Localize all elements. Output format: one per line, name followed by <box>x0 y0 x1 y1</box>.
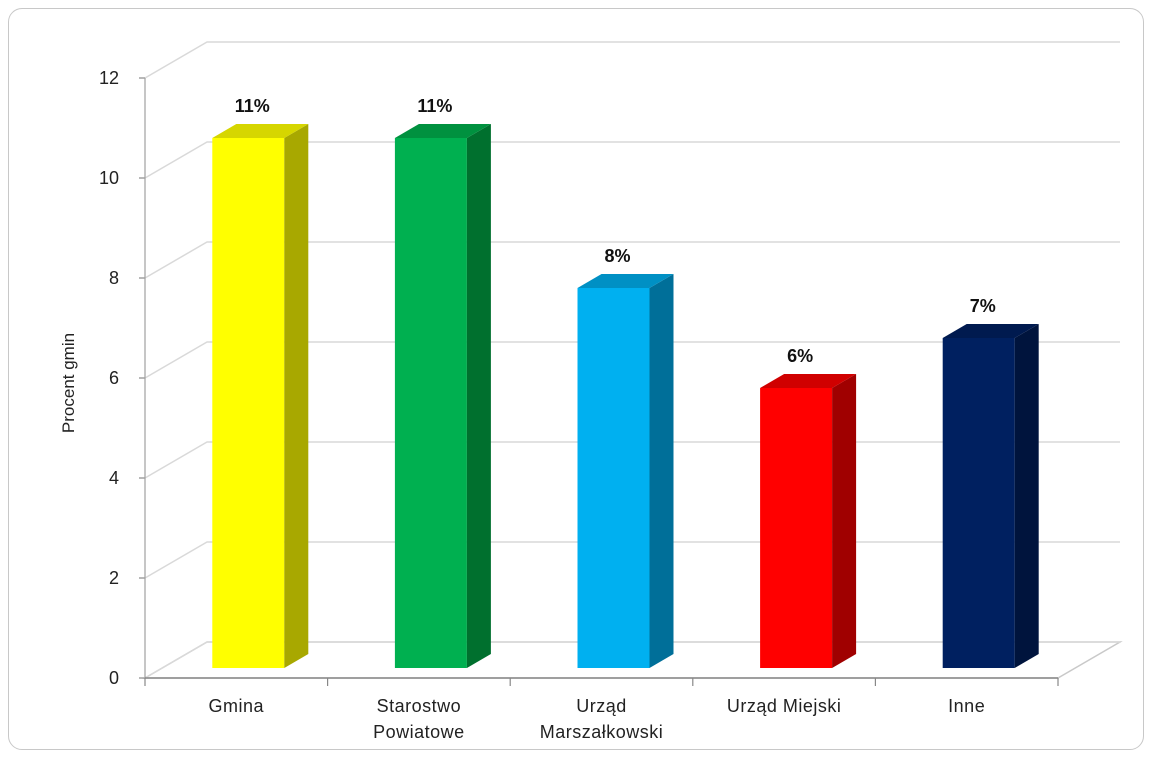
bar-side <box>832 374 857 668</box>
bar-front <box>760 388 833 668</box>
data-label: 11% <box>235 96 270 116</box>
labels: 0 2 4 6 8 10 12 11% Gmina 11% Starostwo Powiatowe 8%… <box>99 68 996 742</box>
category-label: Urząd Miejski <box>727 696 842 716</box>
data-label: 11% <box>417 96 452 116</box>
bar-top <box>212 124 309 138</box>
category-label: Marszałkowski <box>540 722 664 742</box>
data-label: 7% <box>970 296 996 316</box>
category-label: Gmina <box>209 696 265 716</box>
gridline <box>144 241 1120 279</box>
data-label: 8% <box>604 246 630 266</box>
bar-side <box>466 124 491 668</box>
bars <box>212 124 1039 668</box>
bar-side <box>649 274 674 668</box>
y-tick-label: 0 <box>109 668 119 688</box>
y-tick-label: 10 <box>99 168 119 188</box>
bar-front <box>942 338 1015 668</box>
axes <box>139 77 1059 686</box>
bar-front <box>212 138 285 668</box>
bar <box>577 274 674 668</box>
category-label: Powiatowe <box>373 722 465 742</box>
category-label: Inne <box>948 696 985 716</box>
bar-side <box>284 124 309 668</box>
bar-top <box>760 374 857 388</box>
bar <box>212 124 309 668</box>
bar-side <box>1014 324 1039 668</box>
category-label: Starostwo <box>377 696 462 716</box>
y-tick-label: 12 <box>99 68 119 88</box>
gridline <box>144 41 1120 79</box>
y-axis-title: Procent gmin <box>59 333 78 433</box>
y-tick-label: 8 <box>109 268 119 288</box>
bar-front <box>394 138 467 668</box>
y-tick-label: 6 <box>109 368 119 388</box>
gridline <box>144 341 1120 379</box>
data-label: 6% <box>787 346 813 366</box>
bar-top <box>942 324 1039 338</box>
bar <box>760 374 857 668</box>
gridline <box>144 141 1120 179</box>
y-tick-label: 2 <box>109 568 119 588</box>
category-label: Urząd <box>576 696 627 716</box>
bar-top <box>394 124 491 138</box>
bar <box>942 324 1039 668</box>
bar <box>394 124 491 668</box>
bar-front <box>577 288 650 668</box>
bar-top <box>577 274 674 288</box>
y-tick-label: 4 <box>109 468 119 488</box>
